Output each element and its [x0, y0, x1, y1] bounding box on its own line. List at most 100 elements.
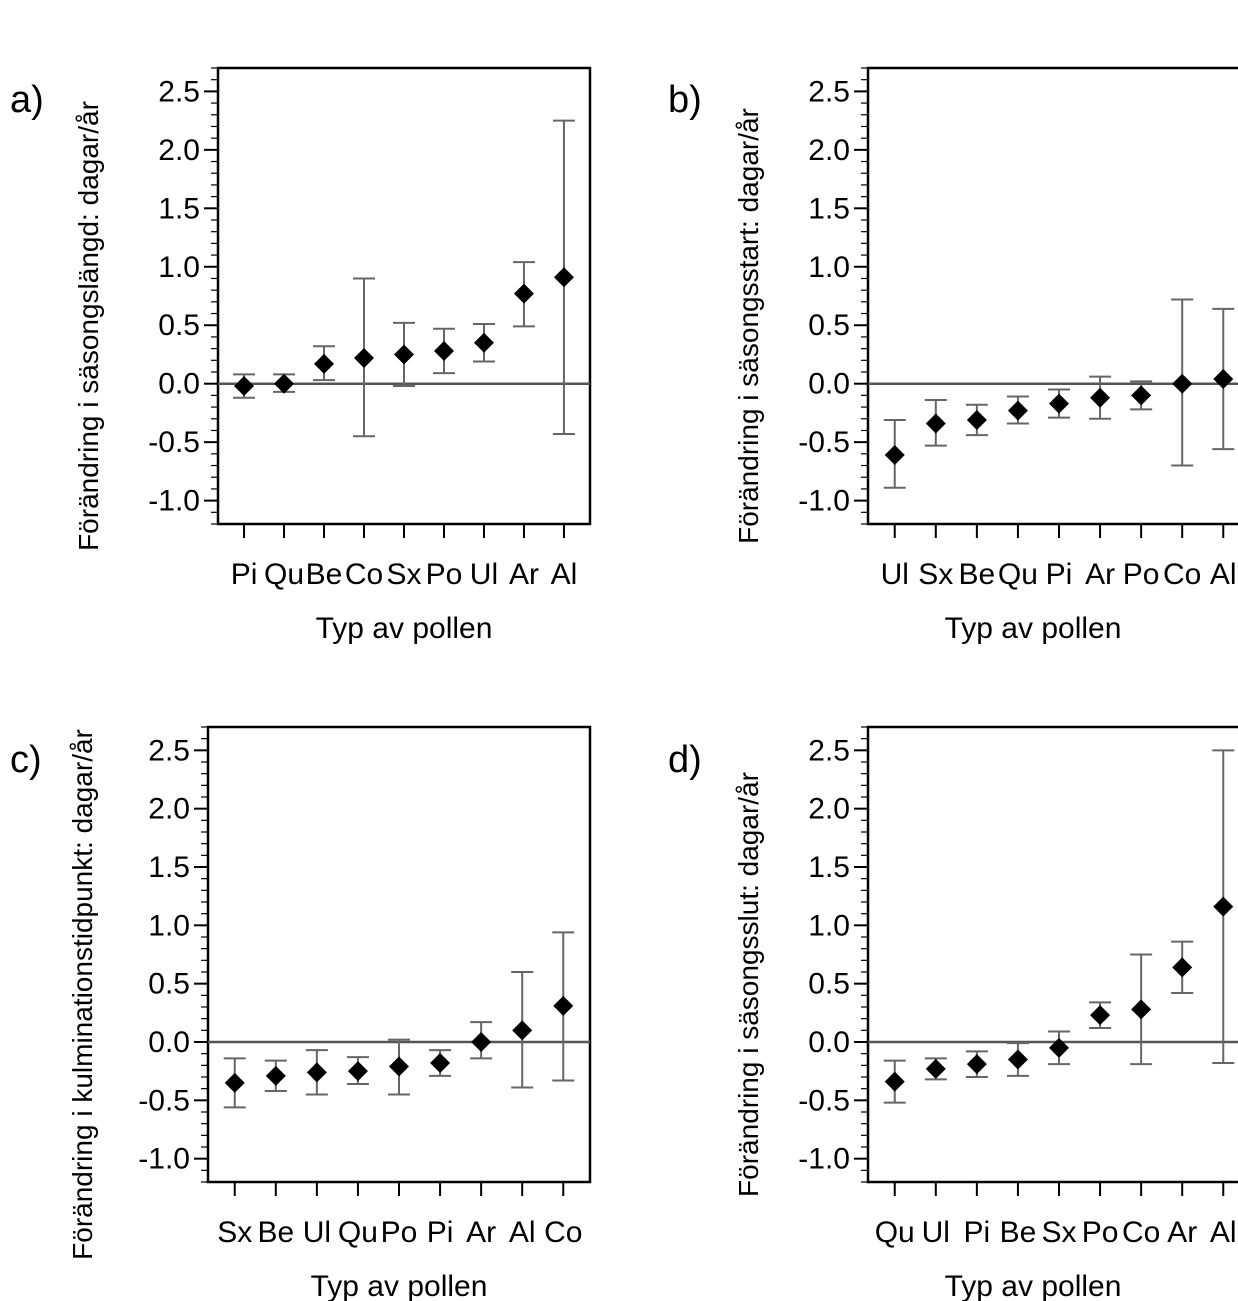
x-tick-label: Be — [1000, 1216, 1037, 1249]
data-point-Pi — [966, 1054, 987, 1075]
x-axis-label: Typ av pollen — [945, 1270, 1122, 1301]
data-point-Ul — [306, 1062, 327, 1083]
y-tick-label: 0.0 — [158, 368, 200, 401]
data-point-Ar — [513, 283, 534, 304]
panel-a: 2.5 2.0 1.5 1.0 0.5 0.0 -0.5 -1.0 Pi Qu Be Co Sx Po Ul… — [10, 66, 592, 645]
x-tick-label: Be — [306, 558, 343, 591]
y-tick-label: 0.5 — [808, 968, 850, 1001]
y-tick-label: 1.5 — [808, 192, 850, 225]
x-tick-label: Ar — [1085, 558, 1115, 591]
x-tick-label: Qu — [875, 1216, 915, 1249]
x-tick-label: Pi — [231, 558, 258, 591]
x-tick-label: Co — [1163, 558, 1201, 591]
y-tick-label: 1.0 — [808, 251, 850, 284]
panel-d: 2.5 2.0 1.5 1.0 0.5 0.0 -0.5 -1.0 Qu Ul Pi Be Sx Po Co… — [668, 725, 1238, 1301]
y-tick-label: 1.0 — [808, 909, 850, 942]
data-point-Qu — [884, 1071, 905, 1092]
x-tick-label: Pi — [1046, 558, 1073, 591]
data-point-Al — [1213, 896, 1234, 917]
x-tick-label: Po — [1123, 558, 1160, 591]
y-axis-label: Förändring i säsongsslut: dagar/år — [733, 772, 764, 1197]
y-tick-label: -0.5 — [148, 426, 200, 459]
y-tick-label: 0.5 — [148, 968, 190, 1001]
data-point-Ul — [473, 332, 494, 353]
y-tick-label: -0.5 — [798, 1084, 850, 1117]
data-point-Sx — [1049, 1037, 1069, 1058]
data-point-Qu — [274, 373, 295, 394]
y-tick-label: 2.5 — [808, 734, 850, 767]
data-point-Ul — [884, 445, 905, 466]
x-axis-label: Typ av pollen — [945, 612, 1122, 645]
y-tick-label: -1.0 — [798, 485, 850, 518]
x-tick-label: Po — [381, 1216, 418, 1249]
x-tick-label: Ar — [509, 558, 539, 591]
y-tick-label: 2.0 — [808, 793, 850, 826]
x-tick-label: Co — [345, 558, 383, 591]
panel-letter: c) — [10, 739, 42, 781]
y-tick-label: 1.0 — [158, 251, 200, 284]
data-point-Pi — [430, 1053, 451, 1073]
x-tick-label: Be — [959, 558, 996, 591]
plot-frame — [216, 66, 592, 526]
y-tick-label: -0.5 — [138, 1084, 190, 1117]
x-tick-label: Ul — [922, 1216, 950, 1249]
x-tick-label: Al — [509, 1216, 536, 1249]
panel-letter: a) — [10, 79, 44, 121]
y-tick-label: -1.0 — [148, 485, 200, 518]
y-tick-label: 0.0 — [808, 1026, 850, 1059]
y-axis-label: Förändring i säsongslängd: dagar/år — [73, 101, 104, 551]
x-axis-label: Typ av pollen — [316, 612, 493, 645]
data-point-Be — [1007, 1049, 1028, 1070]
data-point-Ar — [1172, 957, 1193, 978]
x-tick-label: Pi — [427, 1216, 454, 1249]
data-point-Po — [1131, 385, 1152, 406]
x-tick-label: Qu — [264, 558, 304, 591]
data-point-Po — [433, 340, 454, 361]
x-tick-label: Al — [551, 558, 578, 591]
data-point-Ar — [471, 1032, 492, 1052]
data-point-Sx — [224, 1072, 245, 1093]
data-point-Ar — [1090, 387, 1111, 408]
x-tick-label: Sx — [217, 1216, 252, 1249]
data-point-Sx — [394, 344, 414, 365]
data-point-Co — [354, 347, 375, 368]
data-point-Al — [1213, 369, 1234, 390]
y-tick-label: -0.5 — [798, 426, 850, 459]
data-point-Al — [553, 267, 574, 288]
y-tick-label: 2.0 — [148, 793, 190, 826]
y-tick-label: -1.0 — [138, 1143, 190, 1176]
y-tick-label: 1.0 — [148, 909, 190, 942]
data-point-Po — [389, 1056, 409, 1077]
x-tick-label: Ul — [303, 1216, 331, 1249]
data-point-Be — [265, 1065, 286, 1086]
data-point-Po — [1090, 1005, 1111, 1026]
x-tick-label: Ul — [470, 558, 498, 591]
x-tick-label: Ar — [1167, 1216, 1197, 1249]
y-tick-label: 1.5 — [148, 851, 190, 884]
x-tick-label: Sx — [386, 558, 421, 591]
plot-frame — [206, 725, 592, 1184]
x-tick-label: Po — [1082, 1216, 1119, 1249]
data-point-Pi — [1049, 393, 1069, 414]
data-point-Be — [314, 353, 335, 374]
y-tick-label: 1.5 — [808, 851, 850, 884]
y-tick-label: 2.0 — [158, 134, 200, 167]
data-point-Co — [553, 995, 574, 1016]
x-tick-label: Co — [1122, 1216, 1160, 1249]
x-tick-label: Ul — [881, 558, 909, 591]
panel-letter: b) — [668, 79, 702, 121]
x-tick-label: Qu — [998, 558, 1038, 591]
x-axis-label: Typ av pollen — [311, 1270, 488, 1301]
x-tick-label: Pi — [964, 1216, 991, 1249]
data-point-Al — [512, 1020, 533, 1041]
x-tick-label: Co — [544, 1216, 582, 1249]
panel-letter: d) — [668, 739, 702, 781]
data-point-Be — [966, 409, 987, 430]
data-point-Sx — [925, 413, 946, 434]
panel-c: 2.5 2.0 1.5 1.0 0.5 0.0 -0.5 -1.0 Sx Be Ul Qu Po Pi Ar… — [10, 725, 592, 1301]
x-tick-label: Po — [426, 558, 463, 591]
y-tick-label: -1.0 — [798, 1143, 850, 1176]
y-tick-label: 0.0 — [808, 368, 850, 401]
x-tick-label: Al — [1210, 558, 1237, 591]
